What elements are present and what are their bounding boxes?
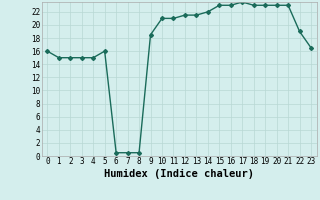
X-axis label: Humidex (Indice chaleur): Humidex (Indice chaleur) [104,169,254,179]
